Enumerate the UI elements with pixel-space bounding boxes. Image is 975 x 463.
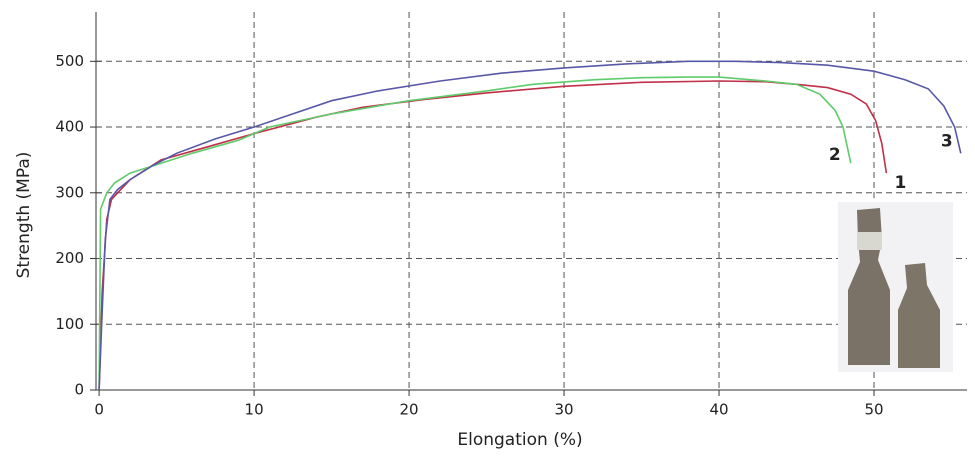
- x-tick-label: 20: [400, 401, 419, 419]
- specimen-photo: [838, 202, 953, 372]
- y-axis-label: Strength (MPa): [14, 152, 34, 279]
- curve: [98, 80, 888, 391]
- x-tick-label: 0: [94, 401, 104, 419]
- x-tick-label: 40: [709, 401, 728, 419]
- y-tick-label: 500: [55, 52, 84, 70]
- y-tick-label: 300: [55, 183, 84, 201]
- specimen-2: [898, 263, 940, 368]
- x-tick-label: 30: [554, 401, 573, 419]
- curve-label: 1: [894, 173, 906, 193]
- specimen-label: [857, 232, 882, 250]
- curve-label: 2: [829, 145, 841, 165]
- curve: [98, 76, 852, 391]
- curve: [98, 60, 962, 391]
- x-tick-label: 50: [864, 401, 883, 419]
- y-tick-label: 0: [74, 381, 84, 399]
- y-tick-label: 400: [55, 118, 84, 136]
- x-tick-label: 10: [245, 401, 264, 419]
- curve-label: 3: [941, 131, 953, 151]
- x-axis-label: Elongation (%): [457, 430, 582, 450]
- y-tick-label: 200: [55, 249, 84, 267]
- y-tick-label: 100: [55, 315, 84, 333]
